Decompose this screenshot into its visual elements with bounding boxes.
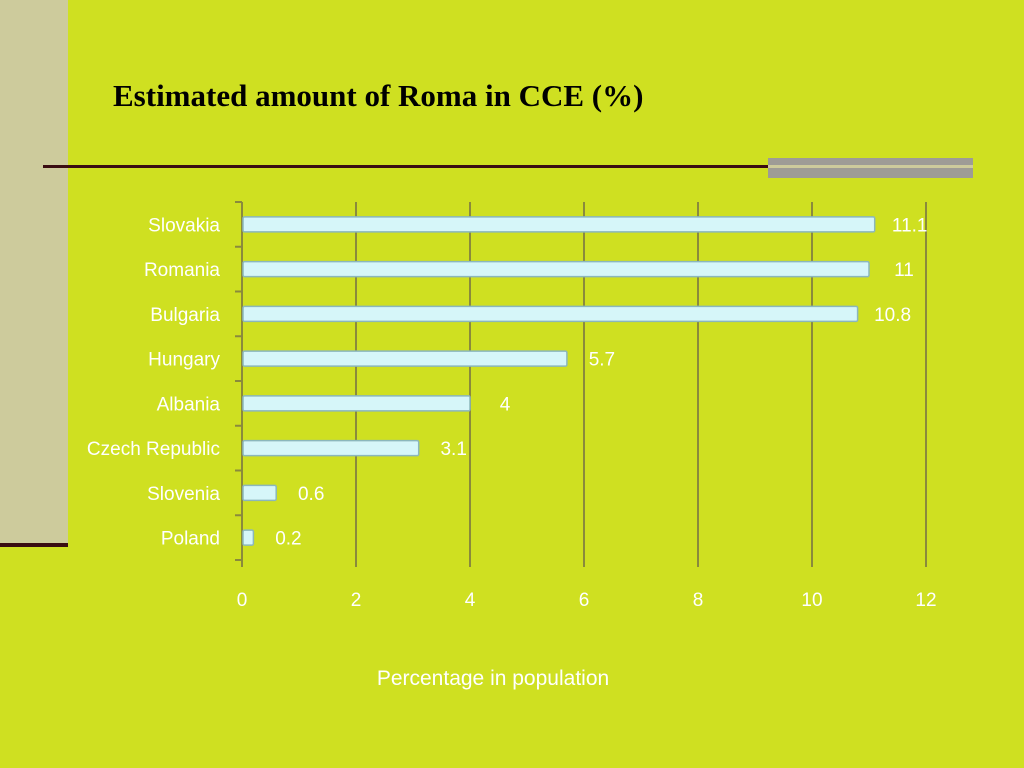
data-label: 10.8 (874, 305, 911, 326)
accent-block-decoration (768, 158, 973, 178)
category-label: Slovenia (147, 484, 220, 505)
x-tick-label: 10 (801, 590, 822, 611)
bar-romania (242, 260, 870, 278)
bar-poland (242, 529, 255, 546)
category-label: Albania (157, 394, 221, 415)
category-label: Romania (144, 260, 220, 281)
chart-title: Estimated amount of Roma in CCE (%) (113, 78, 644, 113)
data-label: 0.6 (298, 484, 324, 505)
bar-bulgaria (242, 305, 859, 323)
category-label: Bulgaria (150, 305, 220, 326)
bar-albania (242, 395, 471, 412)
data-label: 4 (500, 394, 511, 415)
x-tick-label: 2 (351, 590, 362, 611)
x-tick-label: 4 (465, 590, 476, 611)
data-label: 11.1 (892, 215, 928, 236)
bar-slovenia (242, 484, 277, 502)
bar-slovakia (242, 216, 876, 233)
category-label: Poland (161, 529, 220, 550)
category-label: Slovakia (148, 215, 220, 236)
title-rule-decoration (43, 165, 770, 168)
side-rule-decoration (0, 543, 68, 547)
x-tick-label: 6 (579, 590, 590, 611)
x-tick-label: 12 (915, 590, 936, 611)
data-label: 0.2 (275, 529, 301, 550)
category-label: Czech Republic (87, 439, 220, 460)
bar-czech-republic (242, 439, 420, 457)
x-tick-label: 8 (693, 590, 704, 611)
category-label: Hungary (148, 350, 220, 371)
data-label: 11 (894, 260, 914, 281)
side-strip-decoration (0, 0, 68, 546)
x-tick-label: 0 (237, 590, 248, 611)
x-axis-label: Percentage in population (376, 667, 610, 690)
data-label: 3.1 (440, 439, 466, 460)
data-label: 5.7 (589, 350, 615, 371)
bar-hungary (242, 350, 568, 367)
